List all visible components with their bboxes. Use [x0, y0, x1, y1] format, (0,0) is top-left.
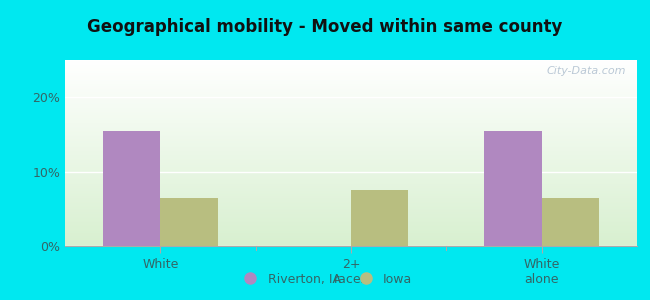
Bar	[103, 131, 161, 246]
Text: Geographical mobility - Moved within same county: Geographical mobility - Moved within sam…	[87, 18, 563, 36]
Text: City-Data.com: City-Data.com	[546, 66, 625, 76]
Bar	[161, 198, 218, 246]
Bar	[351, 190, 408, 246]
Legend: Riverton, IA, Iowa: Riverton, IA, Iowa	[233, 268, 417, 291]
Bar	[541, 198, 599, 246]
Bar	[484, 131, 541, 246]
